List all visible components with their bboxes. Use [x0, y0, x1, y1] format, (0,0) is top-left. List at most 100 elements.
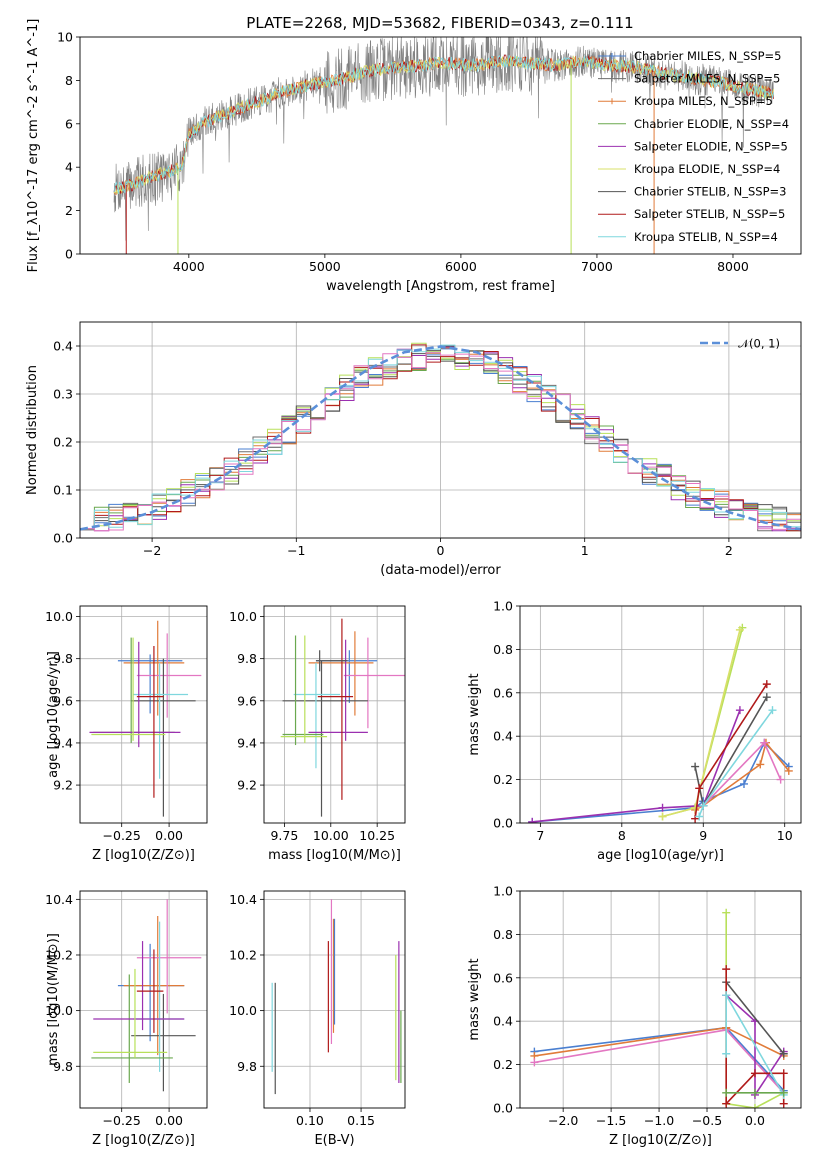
mass-weight-marker: [784, 766, 793, 775]
x-tick-label: 10.00: [313, 828, 349, 843]
y-tick-label: 8: [65, 73, 73, 88]
plot-area: [530, 908, 788, 1108]
y-tick-label: 9.8: [53, 1059, 73, 1074]
y-tick-label: 1.0: [493, 599, 513, 614]
y-tick-label: 10.4: [229, 892, 257, 907]
normal-distribution-curve: [80, 345, 801, 531]
axes-frame: [79, 890, 208, 1109]
axes-frame: [79, 36, 802, 255]
plot-area: [113, 37, 774, 254]
legend-label: Kroupa STELIB, N_SSP=4: [634, 230, 778, 244]
y-axis-label: mass weight: [467, 673, 482, 755]
legend-label: Kroupa MILES, N_SSP=5: [634, 94, 773, 108]
axes-frame: [519, 605, 802, 824]
y-axis-label: mass weight: [467, 958, 482, 1040]
mass-weight-marker: [722, 1099, 731, 1108]
y-tick-label: 4: [65, 160, 73, 175]
mass-weight-marker: [762, 693, 771, 702]
x-tick-label: 4000: [173, 259, 205, 274]
y-tick-label: 10.0: [229, 609, 257, 624]
y-tick-label: 0.4: [53, 339, 73, 354]
y-tick-label: 9.8: [53, 651, 73, 666]
mass-weight-line: [532, 709, 741, 823]
y-axis-label: mass [log10(M/M⊙)]: [46, 933, 61, 1066]
mass-weight-marker: [779, 1099, 788, 1108]
mass-weight-line: [694, 741, 782, 809]
x-tick-label: 2: [725, 543, 733, 558]
y-tick-label: 10.2: [45, 947, 73, 962]
mass-weight-marker: [776, 775, 785, 784]
mass-weight-marker: [760, 738, 769, 747]
y-tick-label: 10.0: [45, 609, 73, 624]
y-tick-label: 0.2: [53, 435, 73, 450]
x-axis-label: age [log10(age/yr)]: [597, 848, 724, 863]
mass-weight-marker: [739, 779, 748, 788]
legend-label: Salpeter ELODIE, N_SSP=5: [634, 139, 788, 153]
x-tick-label: 0.15: [347, 1113, 375, 1128]
x-tick-label: 0: [437, 543, 445, 558]
x-tick-label: 0.00: [155, 1113, 183, 1128]
y-tick-label: 0.0: [493, 1101, 513, 1116]
axes-frame: [79, 321, 802, 539]
y-tick-label: 10.4: [45, 892, 73, 907]
mass-weight-marker: [691, 803, 700, 812]
x-axis-label: Z [log10(Z/Z⊙)]: [92, 848, 195, 863]
mass-weight-vs-metallicity-panel: −2.0 −1.5 −1.0 −0.5 0.0 0.0 0.2 0.4 0.6 0.8 1.0 Z […: [467, 884, 802, 1148]
y-tick-label: 0.8: [493, 642, 513, 657]
x-tick-label: −0.25: [103, 1113, 141, 1128]
x-tick-label: −0.25: [103, 828, 141, 843]
y-tick-label: 0.3: [53, 387, 73, 402]
y-tick-label: 0.6: [493, 685, 513, 700]
plot-area: [91, 899, 202, 1092]
mass-weight-marker: [735, 625, 744, 634]
y-tick-label: 0.0: [53, 531, 73, 546]
mass-weight-marker: [779, 1069, 788, 1078]
x-axis-label: wavelength [Angstrom, rest frame]: [326, 279, 555, 294]
legend-label: Chabrier MILES, N_SSP=5: [634, 49, 781, 63]
y-tick-label: 0.1: [53, 483, 73, 498]
y-tick-label: 9.6: [237, 693, 257, 708]
axes-frame: [263, 605, 406, 824]
mass-weight-marker: [750, 1088, 759, 1097]
mass-weight-marker: [699, 801, 708, 810]
axes-frame: [79, 605, 208, 824]
x-tick-label: −1.5: [596, 1113, 626, 1128]
y-tick-label: 10.0: [45, 1003, 73, 1018]
residual-histogram-step: [80, 344, 801, 538]
y-tick-label: 0.4: [493, 1014, 513, 1029]
legend-label: Kroupa ELODIE, N_SSP=4: [634, 162, 780, 176]
model-spectrum-line: [113, 55, 774, 194]
spectrum-panel: 4000 5000 6000 7000 8000 0 2 4 6 8 10 wavelength [A…: [26, 19, 802, 294]
x-tick-label: 10: [777, 828, 793, 843]
mass-weight-marker: [691, 814, 700, 823]
axes-frame: [263, 890, 406, 1109]
mass-weight-line: [532, 741, 790, 823]
x-axis-label: E(B-V): [314, 1133, 354, 1148]
mass-weight-marker: [722, 908, 731, 917]
mass-vs-metallicity-panel: −0.25 0.00 9.8 10.0 10.2 10.4 Z [log10(Z/Z⊙)] m…: [45, 890, 208, 1148]
y-tick-label: 9.4: [237, 735, 257, 750]
x-tick-label: 8: [618, 828, 626, 843]
y-tick-label: 1.0: [493, 884, 513, 899]
mass-weight-marker: [695, 784, 704, 793]
legend-label: 𝒩(0, 1): [738, 337, 780, 351]
x-tick-label: 9: [699, 828, 707, 843]
mass-weight-marker: [750, 1069, 759, 1078]
mass-weight-marker: [768, 706, 777, 715]
mass-weight-marker: [658, 812, 667, 821]
mass-weight-marker: [779, 1088, 788, 1097]
model-spectrum-line: [113, 54, 774, 195]
mass-weight-marker: [750, 1104, 759, 1108]
x-axis-label: Z [log10(Z/Z⊙)]: [609, 1133, 712, 1148]
mass-weight-marker: [722, 1088, 731, 1097]
plot-area: [528, 623, 793, 823]
x-tick-label: 10.25: [359, 828, 395, 843]
y-tick-label: 9.8: [237, 651, 257, 666]
y-axis-label: Flux [f_λ10^-17 erg cm^-2 s^-1 A^-1]: [26, 19, 41, 273]
age-vs-mass-panel: 9.75 10.00 10.25 9.2 9.4 9.6 9.8 10.0 mass [log1…: [229, 605, 406, 863]
y-tick-label: 9.8: [237, 1059, 257, 1074]
axes-frame: [519, 890, 802, 1109]
x-tick-label: 0.0: [745, 1113, 765, 1128]
y-tick-label: 9.6: [53, 693, 73, 708]
